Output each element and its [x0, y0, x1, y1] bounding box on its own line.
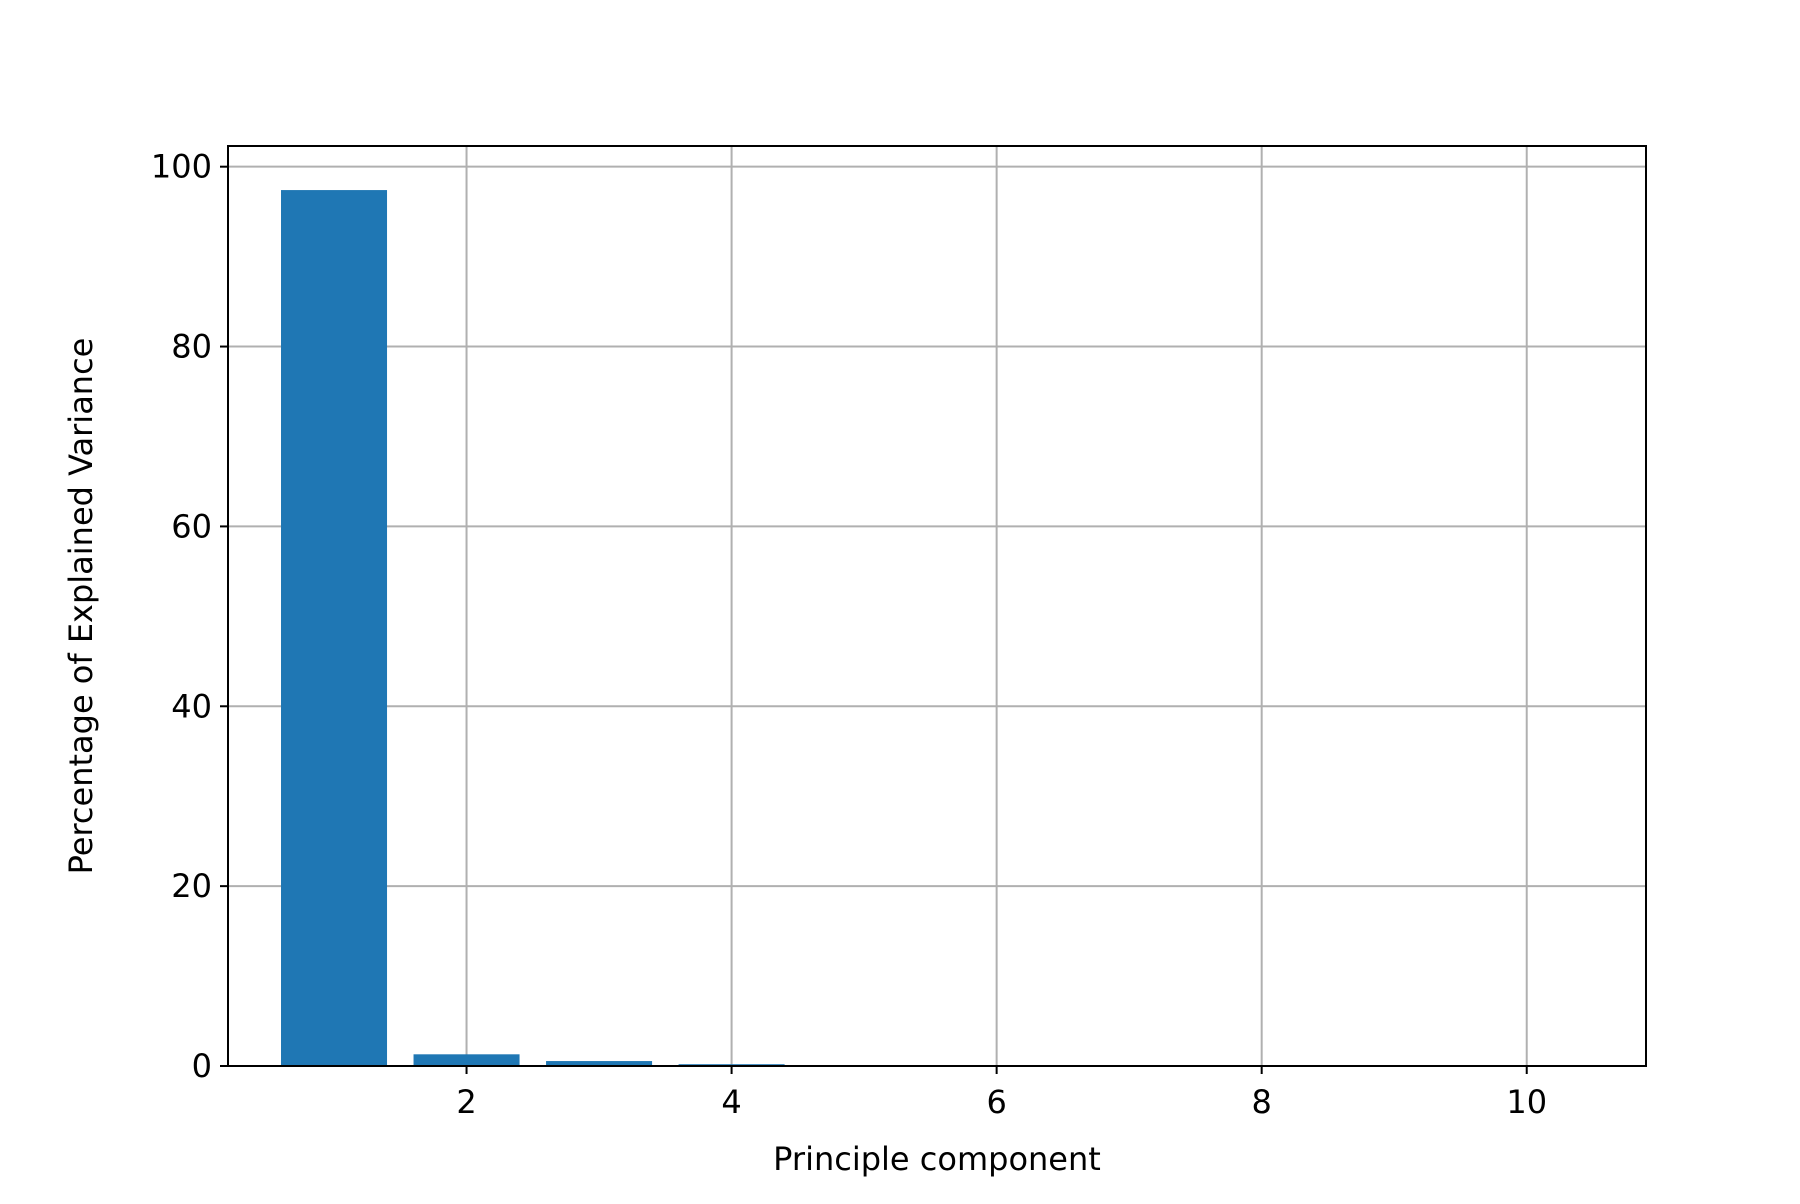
- x-axis-label: Principle component: [773, 1140, 1101, 1178]
- grid-lines: [228, 146, 1646, 1066]
- y-tick-label: 100: [151, 148, 212, 186]
- y-axis-label: Percentage of Explained Variance: [62, 338, 100, 875]
- bar-1: [281, 190, 387, 1066]
- plot-frame: [228, 146, 1646, 1066]
- x-tick-label: 10: [1506, 1083, 1547, 1121]
- x-tick-label: 4: [721, 1083, 741, 1121]
- bars: [281, 190, 1580, 1066]
- x-tick-label: 8: [1252, 1083, 1272, 1121]
- y-tick-label: 40: [171, 687, 212, 725]
- y-tick-label: 0: [192, 1047, 212, 1085]
- y-tick-label: 20: [171, 867, 212, 905]
- x-tick-label: 6: [986, 1083, 1006, 1121]
- x-tick-label: 2: [456, 1083, 476, 1121]
- bar-2: [414, 1054, 520, 1066]
- y-tick-label: 80: [171, 328, 212, 366]
- y-tick-label: 60: [171, 507, 212, 545]
